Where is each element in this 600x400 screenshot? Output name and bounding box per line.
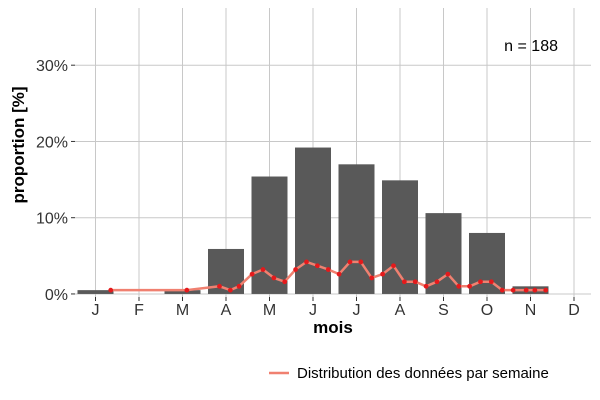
weekly-point	[523, 287, 529, 293]
weekly-point	[532, 287, 538, 293]
y-tick-label: 20%	[36, 134, 68, 151]
weekly-point	[282, 279, 288, 285]
weekly-point	[293, 267, 298, 272]
weekly-point	[445, 271, 451, 277]
weekly-point	[227, 287, 233, 293]
x-tick-label: J	[353, 302, 361, 319]
weekly-point	[543, 287, 549, 293]
weekly-point	[412, 279, 418, 285]
y-axis-ticks: 0% 10% 20% 30%	[36, 58, 75, 304]
weekly-point	[236, 283, 242, 289]
weekly-point	[423, 283, 429, 289]
x-tick-label: D	[568, 302, 580, 319]
weekly-point	[434, 279, 440, 285]
y-tick-label: 30%	[36, 58, 68, 75]
bar-1	[77, 290, 114, 294]
weekly-point	[249, 271, 255, 277]
x-tick-label: M	[176, 302, 189, 319]
weekly-point	[347, 259, 353, 265]
weekly-point	[369, 275, 375, 281]
x-tick-label: A	[395, 302, 406, 319]
x-tick-label: A	[221, 302, 232, 319]
weekly-point	[478, 279, 483, 285]
legend-label: Distribution des données par semaine	[297, 365, 549, 382]
legend: Distribution des données par semaine	[269, 365, 549, 382]
weekly-point	[401, 279, 407, 285]
y-axis-title: proportion [%]	[9, 86, 28, 203]
weekly-point	[380, 271, 385, 277]
weekly-point	[499, 287, 505, 293]
weekly-point	[336, 271, 342, 277]
x-tick-label: F	[134, 302, 144, 319]
y-tick-label: 0%	[45, 287, 68, 304]
bar-6	[295, 147, 331, 294]
weekly-point	[217, 283, 222, 289]
weekly-point	[271, 275, 277, 281]
weekly-point	[391, 263, 396, 269]
weekly-point	[488, 279, 494, 285]
weekly-point	[456, 283, 462, 289]
weekly-point	[358, 259, 364, 265]
y-tick-label: 10%	[36, 211, 68, 228]
weekly-points	[108, 259, 549, 293]
weekly-point	[325, 267, 331, 272]
weekly-point	[184, 287, 190, 293]
x-tick-label: N	[525, 302, 537, 319]
weekly-point	[467, 283, 472, 289]
weekly-point	[260, 267, 266, 272]
weekly-point	[108, 287, 114, 293]
weekly-point	[314, 263, 320, 269]
x-tick-label: O	[481, 302, 493, 319]
x-tick-label: S	[438, 302, 449, 319]
weekly-point	[304, 259, 309, 265]
x-axis-title: mois	[313, 318, 353, 337]
x-tick-label: M	[263, 302, 276, 319]
x-tick-label: J	[92, 302, 100, 319]
bar-5	[251, 176, 288, 294]
weekly-point	[510, 287, 516, 293]
bars	[77, 147, 549, 294]
bar-3	[164, 290, 201, 294]
bar-9	[425, 213, 462, 294]
x-tick-label: J	[309, 302, 317, 319]
sample-size-annotation: n = 188	[504, 38, 558, 55]
